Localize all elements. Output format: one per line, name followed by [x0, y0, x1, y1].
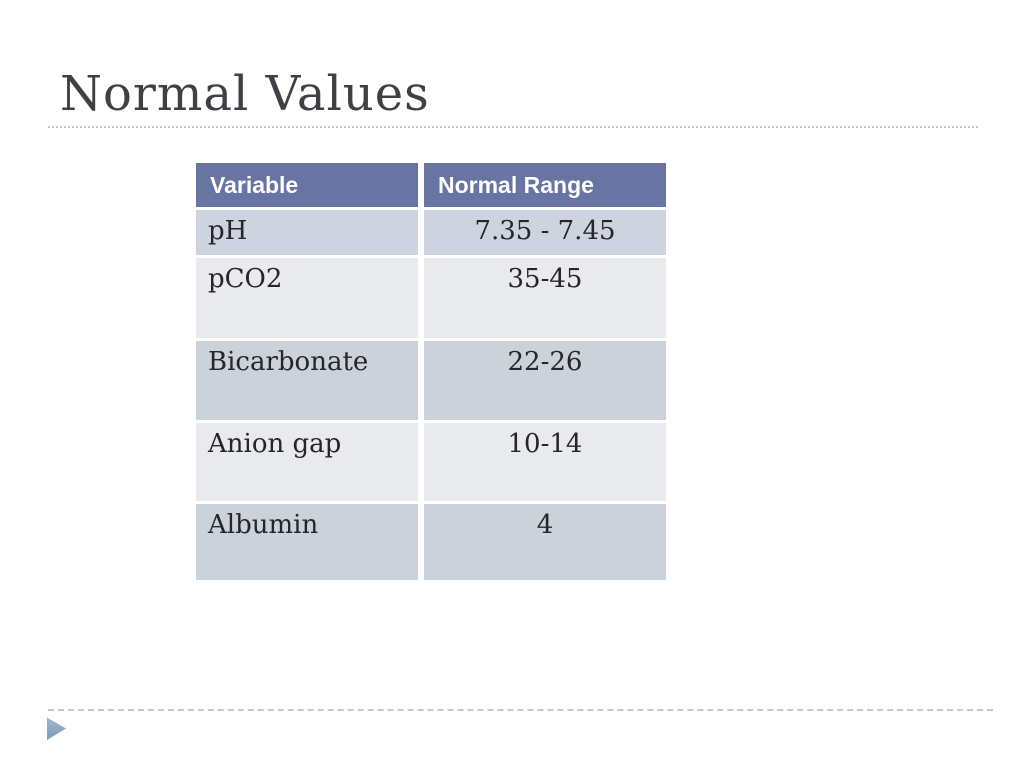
table-cell-range-anion-gap: 10-14: [424, 423, 666, 501]
normal-values-table: Variable Normal Range pH 7.35 - 7.45 pCO…: [196, 163, 666, 580]
table-cell-range-bicarbonate: 22-26: [424, 341, 666, 420]
table-cell-range-pco2: 35-45: [424, 258, 666, 338]
table-cell-variable-pco2: pCO2: [196, 258, 418, 338]
table-header-variable: Variable: [196, 163, 418, 207]
table-cell-variable-anion-gap: Anion gap: [196, 423, 418, 501]
table-cell-range-ph: 7.35 - 7.45: [424, 210, 666, 255]
footer-divider-dashed-line: [48, 709, 993, 711]
page-title: Normal Values: [60, 66, 430, 122]
table-header-normal-range: Normal Range: [424, 163, 666, 207]
table-cell-variable-bicarbonate: Bicarbonate: [196, 341, 418, 420]
table-cell-variable-albumin: Albumin: [196, 504, 418, 580]
right-triangle-icon: [47, 717, 66, 740]
table-cell-variable-ph: pH: [196, 210, 418, 255]
table-cell-range-albumin: 4: [424, 504, 666, 580]
title-divider-dotted-line: [48, 126, 978, 128]
